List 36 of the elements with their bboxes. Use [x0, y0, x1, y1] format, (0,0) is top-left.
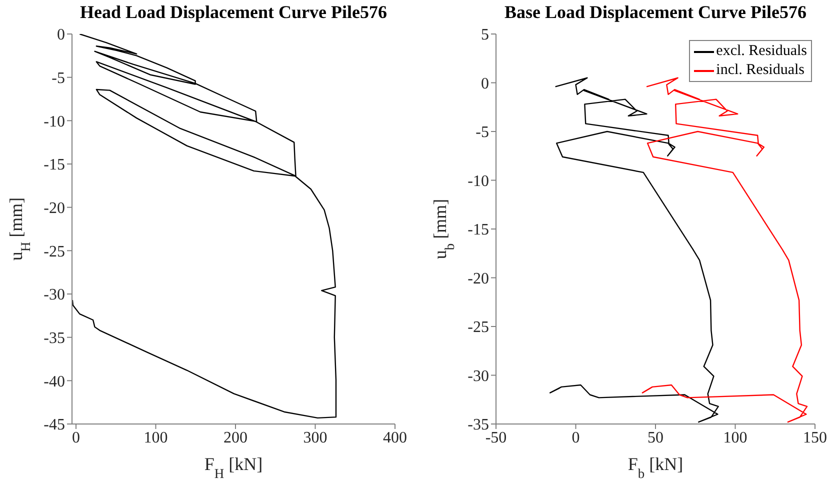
y-tick-label: -5: [52, 70, 65, 88]
y-tick-label: -20: [468, 270, 489, 288]
chart-title: Head Load Displacement Curve Pile576: [79, 2, 388, 23]
y-tick-label: -30: [44, 286, 65, 304]
x-axis-title: F$_{H}$ [kN]: [204, 454, 263, 480]
y-tick-label: -10: [468, 172, 489, 190]
y-tick-label: -40: [44, 373, 65, 390]
line-series: [549, 77, 719, 423]
y-tick-label: -25: [468, 319, 489, 336]
y-tick-label: -25: [44, 243, 65, 260]
y-tick-label: -5: [476, 124, 489, 142]
x-tick-label: 50: [648, 429, 664, 446]
y-tick-label: -45: [44, 416, 65, 434]
legend-label: incl. Residuals: [716, 61, 804, 80]
y-tick-label: -15: [468, 222, 489, 239]
legend-label: excl. Residuals: [716, 42, 807, 61]
y-tick-label: -35: [44, 330, 65, 348]
x-axis-title: F$_{b}$ [kN]: [628, 454, 684, 480]
line-series: [642, 77, 808, 423]
y-tick-label: -10: [44, 113, 65, 130]
x-tick-label: 0: [72, 429, 80, 446]
y-tick-label: 0: [57, 26, 65, 44]
x-tick-label: 300: [303, 429, 328, 446]
x-tick-label: 150: [803, 429, 827, 446]
chart-title: Base Load Displacement Curve Pile576: [504, 2, 808, 23]
y-tick-label: -30: [468, 368, 489, 385]
x-tick-label: 100: [144, 429, 168, 446]
y-tick-label: 5: [481, 26, 489, 44]
x-tick-label: 400: [383, 429, 407, 446]
x-tick-label: 100: [723, 429, 748, 446]
x-tick-label: 0: [572, 429, 580, 446]
y-tick-label: -15: [44, 156, 65, 174]
y-tick-label: 0: [481, 75, 489, 92]
x-tick-label: 200: [223, 429, 248, 446]
line-series: [72, 34, 337, 419]
y-tick-label: -20: [44, 200, 65, 218]
